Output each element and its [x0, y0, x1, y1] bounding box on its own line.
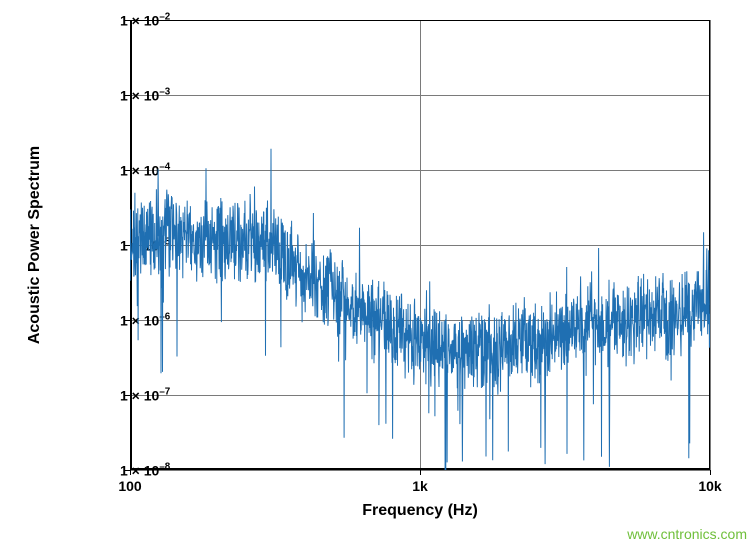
y-axis-title: Acoustic Power Spectrum — [26, 146, 44, 344]
spectrum-series — [130, 20, 710, 470]
plot-area: 1001k10k1 × 10–81 × 10–71 × 10–61 × 10–5… — [130, 20, 710, 470]
x-tick-label: 100 — [118, 478, 141, 494]
grid-line-vertical — [710, 20, 711, 470]
x-tick-label: 10k — [698, 478, 721, 494]
figure: 1001k10k1 × 10–81 × 10–71 × 10–61 × 10–5… — [0, 0, 755, 548]
x-axis-title: Frequency (Hz) — [362, 502, 478, 520]
x-tick — [420, 470, 421, 475]
x-tick-label: 1k — [412, 478, 428, 494]
x-tick — [710, 470, 711, 475]
watermark-text: www.cntronics.com — [627, 526, 747, 542]
